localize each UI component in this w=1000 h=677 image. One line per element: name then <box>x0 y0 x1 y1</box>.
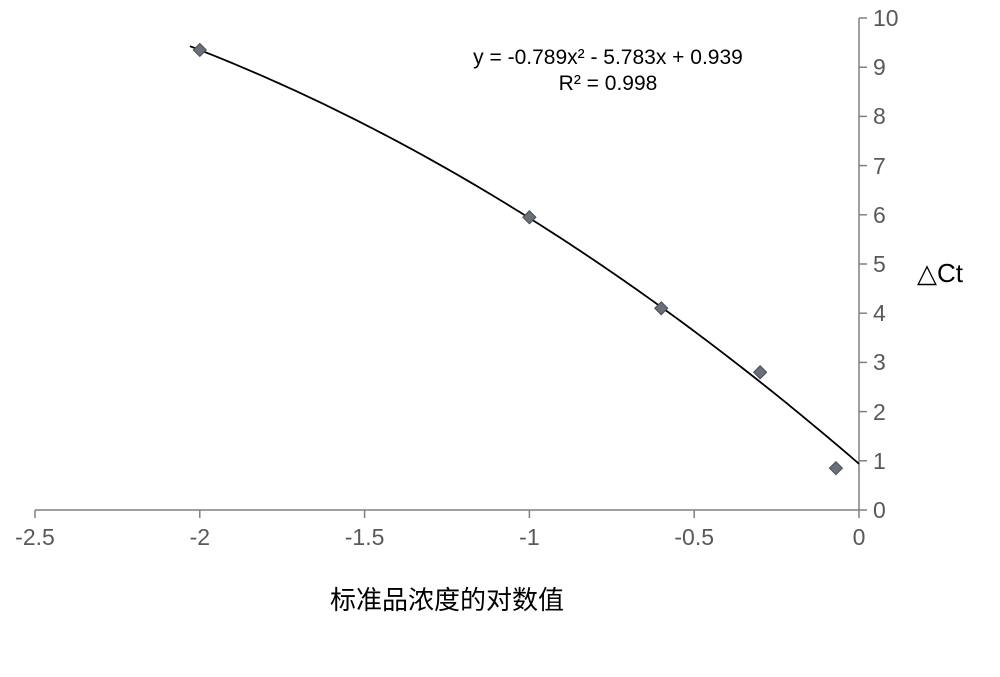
y-tick-label: 1 <box>873 448 886 475</box>
y-tick-label: 8 <box>873 103 886 130</box>
y-tick-label: 3 <box>873 349 886 376</box>
x-tick-label: -1 <box>519 524 539 551</box>
x-tick-label: -2 <box>190 524 210 551</box>
y-tick-label: 10 <box>873 5 899 32</box>
data-point <box>193 43 206 56</box>
y-tick-label: 9 <box>873 54 886 81</box>
y-axis-label: △Ct <box>917 258 963 289</box>
equation-line-1: y = -0.789x² - 5.783x + 0.939 <box>458 46 758 70</box>
data-point <box>829 462 842 475</box>
x-tick-label: -2.5 <box>15 524 55 551</box>
x-tick-label: -1.5 <box>345 524 385 551</box>
y-tick-label: 4 <box>873 300 886 327</box>
x-tick-label: -0.5 <box>674 524 714 551</box>
chart-container: -2.5 -2 -1.5 -1 -0.5 0 0 1 2 3 4 5 6 7 8 9 10 y = -0.78… <box>0 0 1000 677</box>
y-tick-label: 2 <box>873 399 886 426</box>
x-axis-label: 标准品浓度的对数值 <box>247 580 647 617</box>
equation-r2: R² = 0.998 <box>458 72 758 96</box>
y-tick-label: 6 <box>873 202 886 229</box>
data-point <box>754 366 767 379</box>
y-tick-label: 0 <box>873 497 886 524</box>
chart-svg <box>0 0 1000 677</box>
y-tick-label: 7 <box>873 153 886 180</box>
y-tick-label: 5 <box>873 251 886 278</box>
x-tick-label: 0 <box>853 524 866 551</box>
